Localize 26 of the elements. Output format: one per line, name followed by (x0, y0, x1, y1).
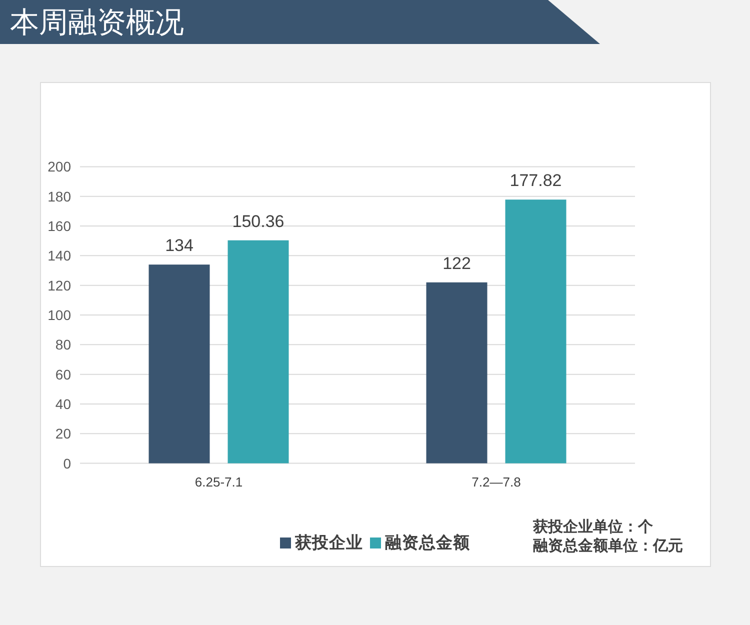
y-tick-label: 60 (55, 366, 72, 382)
y-tick-label: 140 (48, 248, 72, 264)
legend-label: 获投企业 (294, 533, 363, 552)
data-label: 122 (442, 254, 471, 273)
bar (426, 282, 488, 464)
y-tick-label: 180 (48, 188, 72, 204)
y-tick-label: 160 (48, 218, 72, 234)
data-label: 150.36 (232, 212, 284, 231)
y-tick-label: 20 (55, 426, 72, 442)
bar (505, 200, 566, 464)
legend-label: 融资总金额 (385, 533, 471, 552)
bar (228, 240, 289, 464)
y-tick-label: 200 (48, 158, 72, 175)
chart-title: 本周融资概况 (10, 7, 184, 39)
x-tick-label: 6.25-7.1 (194, 474, 243, 490)
y-tick-label: 40 (55, 396, 72, 412)
text: 融资总金额单位：亿元 (533, 536, 683, 554)
bar (148, 264, 210, 464)
y-tick-label: 0 (63, 455, 72, 472)
y-tick-label: 80 (55, 336, 72, 353)
y-tick-label: 100 (48, 307, 72, 323)
x-tick-label: 7.2—7.8 (472, 474, 521, 490)
text: 获投企业单位：个 (532, 518, 654, 536)
data-label: 134 (165, 236, 194, 256)
data-label: 177.82 (510, 171, 562, 190)
y-tick-label: 120 (48, 277, 72, 294)
